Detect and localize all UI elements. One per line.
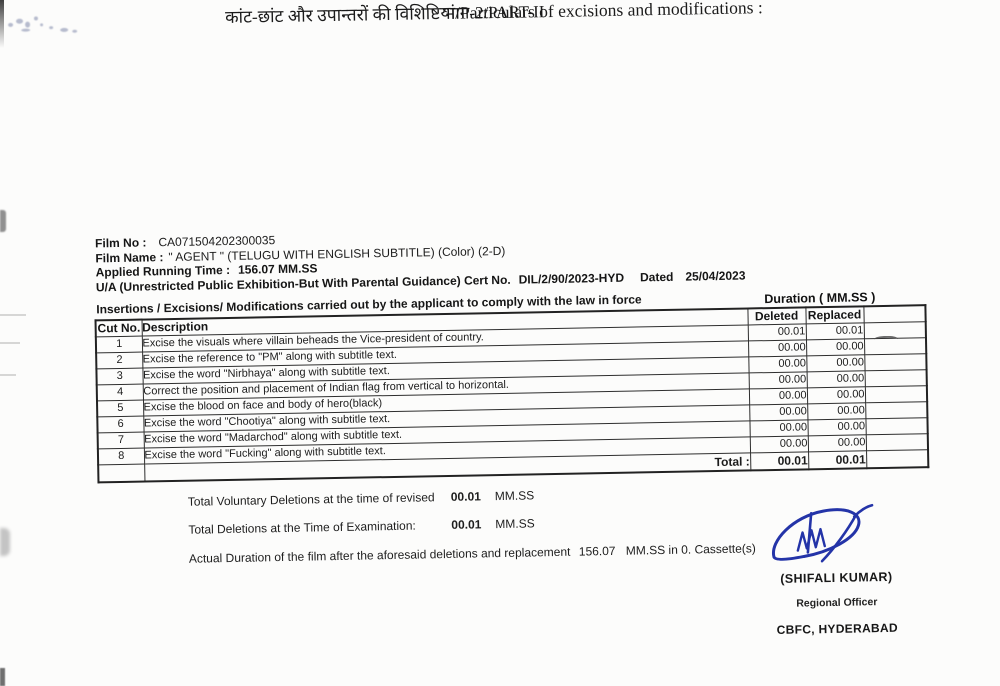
cut-no-cell: 4: [96, 384, 143, 401]
cut-no-cell: 5: [96, 400, 144, 417]
replaced-cell: 00.00: [807, 402, 866, 420]
film-details-block: Film No : CA071504202300035 Film Name : " …: [95, 224, 746, 294]
cut-no-cell: 6: [97, 416, 144, 433]
scan-artifact-top-left: [0, 0, 4, 48]
deleted-cell: 00.00: [749, 419, 808, 437]
signatory-designation: Regional Officer: [796, 596, 878, 610]
summary-deletions-examination: Total Deletions at the Time of Examinati…: [188, 516, 535, 536]
duration-column-header: Duration ( MM.SS ): [764, 290, 876, 307]
replaced-cell: 00.00: [806, 370, 865, 388]
col-header-deleted: Deleted: [747, 307, 806, 325]
summary-label: Total Voluntary Deletions at the time of…: [187, 490, 435, 509]
summary-value: 156.07: [578, 543, 616, 559]
deleted-cell: 00.00: [749, 403, 808, 421]
col-header-cut-no: Cut No.: [95, 319, 142, 337]
summary-unit: MM.SS: [495, 516, 535, 532]
col-header-extra: [863, 305, 926, 323]
summary-value: 00.01: [451, 517, 482, 532]
summary-label: Total Deletions at the Time of Examinati…: [188, 518, 416, 537]
deleted-cell: 00.00: [748, 339, 807, 357]
signatory-name: (SHIFALI KUMAR): [780, 569, 893, 586]
signature-ink: [772, 503, 874, 563]
cut-no-cell: 8: [97, 448, 145, 465]
cut-no-cell: 1: [95, 336, 143, 353]
extra-cell: [864, 369, 927, 387]
total-deleted-cell: 00.01: [750, 451, 809, 471]
page-subtitle: कांट-छांट और उपान्तरों की विशिष्टियां/Pa…: [224, 0, 763, 27]
extra-cell: [864, 385, 928, 403]
deleted-cell: 00.01: [747, 323, 806, 341]
summary-actual-duration: Actual Duration of the film after the af…: [189, 541, 756, 565]
extra-cell: [865, 417, 928, 435]
extra-cell: [866, 449, 929, 469]
scan-artifact-tick: [0, 374, 16, 376]
scan-artifact-bottom-left: [0, 668, 5, 686]
cut-no-cell: 2: [96, 352, 143, 369]
film-name-label: Film Name :: [95, 249, 164, 265]
summary-label: Actual Duration of the film after the af…: [188, 544, 571, 566]
deleted-cell: 00.00: [748, 355, 807, 373]
cut-no-cell: 7: [97, 432, 144, 449]
total-replaced-cell: 00.01: [808, 450, 867, 470]
scan-artifact-left-blob: [0, 528, 10, 556]
signatory-organization: CBFC, HYDERABAD: [776, 620, 898, 637]
deleted-cell: 00.00: [749, 435, 809, 453]
scan-artifact-left-mark: [0, 210, 6, 232]
scan-artifact-tick: [0, 342, 20, 344]
replaced-cell: 00.00: [805, 338, 865, 356]
replaced-cell: 00.00: [807, 434, 867, 452]
replaced-cell: 00.00: [806, 386, 866, 404]
summary-unit: MM.SS: [494, 488, 535, 504]
film-no-label: Film No :: [94, 235, 147, 251]
extra-cell: [864, 353, 927, 371]
dated-value: 25/04/2023: [685, 268, 746, 284]
replaced-cell: 00.01: [805, 322, 864, 340]
scan-artifact-tick: [0, 314, 26, 316]
summary-unit: MM.SS in 0. Cassette(s): [625, 541, 756, 558]
cut-no-cell: 3: [96, 368, 143, 385]
deleted-cell: 00.00: [748, 387, 808, 405]
replaced-cell: 00.00: [807, 418, 866, 436]
cert-no-value: DIL/2/90/2023-HYD: [518, 270, 625, 287]
summary-voluntary-deletions: Total Voluntary Deletions at the time of…: [188, 488, 535, 508]
stamp-smudge: [0, 7, 100, 49]
running-time-value: 156.07 MM.SS: [237, 261, 318, 277]
summary-value: 00.01: [450, 489, 481, 504]
deleted-cell: 00.00: [748, 371, 807, 389]
extra-cell: [865, 433, 929, 451]
extra-cell: [865, 401, 928, 419]
excisions-table: Cut No. Description Deleted Replaced 1 E…: [94, 304, 930, 484]
cut-no-cell: [98, 464, 145, 483]
film-no-value: CA071504202300035: [158, 233, 276, 250]
replaced-cell: 00.00: [806, 354, 865, 372]
dated-label: Dated: [639, 269, 674, 285]
col-header-replaced: Replaced: [805, 306, 864, 324]
